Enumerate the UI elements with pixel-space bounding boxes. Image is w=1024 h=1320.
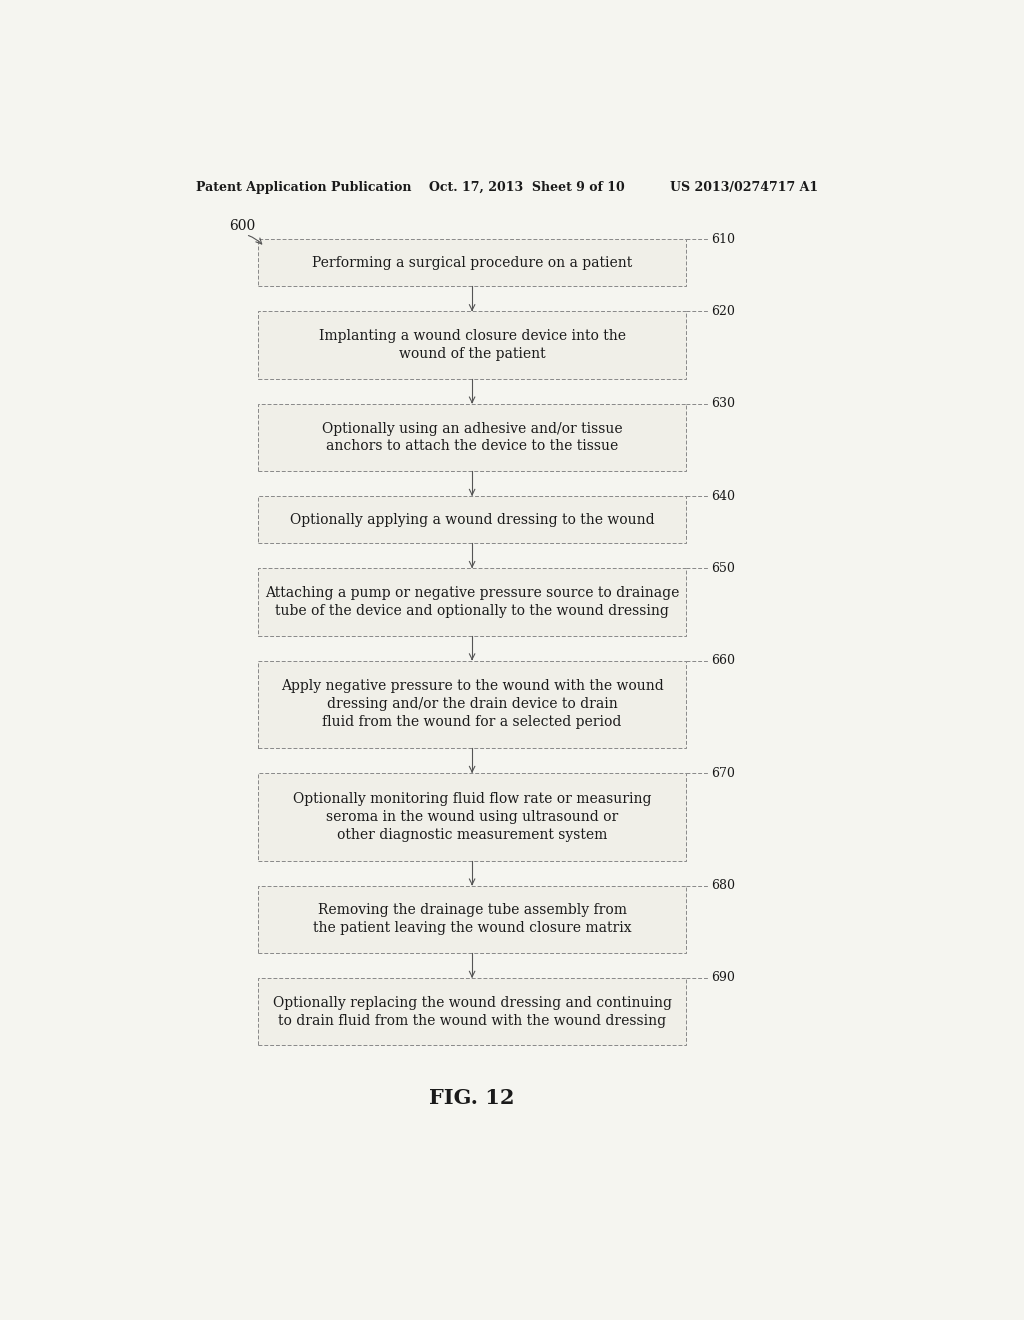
- Text: 670: 670: [711, 767, 734, 780]
- Text: Patent Application Publication: Patent Application Publication: [197, 181, 412, 194]
- Text: 630: 630: [711, 397, 735, 411]
- Text: 680: 680: [711, 879, 735, 892]
- Bar: [258, 774, 686, 861]
- Text: Optionally applying a wound dressing to the wound: Optionally applying a wound dressing to …: [290, 512, 654, 527]
- Text: 690: 690: [711, 972, 734, 985]
- Bar: [258, 978, 686, 1045]
- Text: FIG. 12: FIG. 12: [429, 1088, 515, 1107]
- Text: Optionally monitoring fluid flow rate or measuring
seroma in the wound using ult: Optionally monitoring fluid flow rate or…: [293, 792, 651, 842]
- Bar: [258, 568, 686, 636]
- Text: Optionally replacing the wound dressing and continuing
to drain fluid from the w: Optionally replacing the wound dressing …: [272, 995, 672, 1028]
- Text: 600: 600: [229, 219, 256, 234]
- Text: 660: 660: [711, 653, 735, 667]
- Bar: [258, 239, 686, 286]
- Bar: [258, 312, 686, 379]
- Text: 620: 620: [711, 305, 734, 318]
- Text: Attaching a pump or negative pressure source to drainage
tube of the device and : Attaching a pump or negative pressure so…: [265, 586, 679, 618]
- Text: Oct. 17, 2013  Sheet 9 of 10: Oct. 17, 2013 Sheet 9 of 10: [429, 181, 625, 194]
- Text: Apply negative pressure to the wound with the wound
dressing and/or the drain de: Apply negative pressure to the wound wit…: [281, 680, 664, 729]
- Bar: [258, 886, 686, 953]
- Text: Removing the drainage tube assembly from
the patient leaving the wound closure m: Removing the drainage tube assembly from…: [312, 903, 632, 936]
- Text: 650: 650: [711, 561, 734, 574]
- Text: Performing a surgical procedure on a patient: Performing a surgical procedure on a pat…: [312, 256, 632, 269]
- Bar: [258, 496, 686, 544]
- Text: Optionally using an adhesive and/or tissue
anchors to attach the device to the t: Optionally using an adhesive and/or tiss…: [322, 421, 623, 453]
- Bar: [258, 660, 686, 748]
- Text: Implanting a wound closure device into the
wound of the patient: Implanting a wound closure device into t…: [318, 329, 626, 360]
- Text: 610: 610: [711, 232, 735, 246]
- Bar: [258, 404, 686, 471]
- Text: US 2013/0274717 A1: US 2013/0274717 A1: [671, 181, 818, 194]
- Text: 640: 640: [711, 490, 735, 503]
